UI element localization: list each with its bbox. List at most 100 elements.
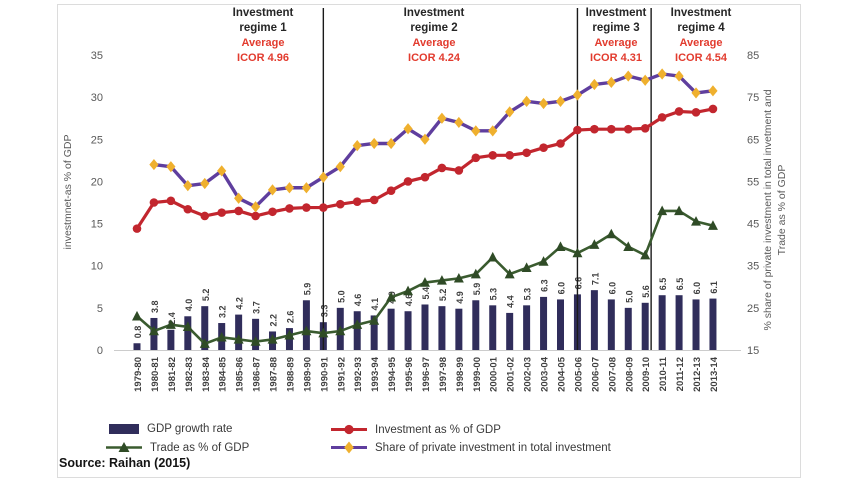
bar-value-label: 5.6 — [641, 285, 651, 298]
investment-gdp-point — [200, 211, 210, 221]
x-axis-label: 2011-12 — [675, 357, 686, 391]
regime-title: regime 2 — [410, 22, 458, 34]
investment-gdp-point — [454, 166, 464, 175]
investment-gdp-point — [674, 107, 684, 116]
trade-gdp-point — [674, 205, 685, 216]
regime-4-header: Investment regime 4 Average ICOR 4.54 — [671, 6, 732, 65]
trade-gdp-point — [707, 220, 718, 230]
left-axis-tick: 5 — [97, 303, 103, 315]
trade-gdp-point — [538, 256, 549, 266]
bar-value-label: 0.8 — [133, 326, 143, 339]
bar-value-label: 6.5 — [675, 278, 685, 291]
x-axis-label: 1987-88 — [269, 357, 280, 392]
investment-gdp-point — [607, 124, 616, 134]
x-axis-label: 2005-06 — [573, 357, 584, 392]
left-axis-tick: 20 — [91, 176, 103, 188]
trade-gdp-point — [182, 321, 193, 332]
line-diamond-swatch-icon — [331, 441, 367, 454]
investment-gdp-point — [251, 211, 260, 221]
bar-value-label: 4.2 — [235, 297, 245, 310]
investment-gdp-point — [369, 195, 379, 205]
trade-gdp-point — [657, 205, 668, 216]
private-share-point — [284, 182, 295, 194]
regime-average-label: Average — [679, 37, 723, 49]
bar-value-label: 4.4 — [506, 295, 516, 308]
right-axis-tick: 15 — [747, 345, 759, 357]
regime-3-header: Investment regime 3 Average ICOR 4.31 — [586, 6, 647, 65]
investment-gdp-point — [573, 125, 582, 135]
bar-value-label: 2.4 — [167, 312, 177, 325]
x-axis-label: 1997-98 — [438, 357, 449, 392]
bar-value-label: 3.8 — [150, 300, 160, 313]
gdp-growth-bar — [302, 300, 310, 350]
bar-value-label: 6.5 — [658, 278, 668, 291]
left-axis-tick: 30 — [91, 92, 103, 104]
private-share-point — [657, 68, 667, 80]
x-axis-label: 1986-87 — [252, 357, 263, 392]
bar-value-label: 5.2 — [201, 289, 211, 302]
investment-gdp-point — [539, 143, 548, 153]
bar-value-label: 6.0 — [607, 282, 617, 295]
trade-gdp-point — [250, 336, 261, 346]
gdp-growth-bar — [675, 295, 683, 350]
bar-value-label: 6.0 — [692, 282, 702, 295]
right-axis-tick: 45 — [747, 219, 759, 231]
left-axis-tick: 25 — [91, 134, 103, 146]
bar-value-label: 6.0 — [557, 282, 567, 295]
private-share-point — [267, 184, 278, 196]
source-citation: Source: Raihan (2015) — [59, 456, 191, 470]
trade-gdp-point — [555, 241, 566, 251]
line-triangle-swatch-icon — [106, 442, 142, 452]
right-axis-tick: 75 — [747, 92, 759, 104]
right-axis-tick: 25 — [747, 303, 759, 315]
bar-value-label: 5.0 — [336, 290, 346, 303]
trade-gdp-point — [267, 334, 278, 344]
x-axis-label: 1992-93 — [353, 357, 364, 392]
x-axis-label: 1983-84 — [201, 356, 212, 392]
right-axis-tick: 65 — [747, 134, 759, 146]
trade-gdp-point — [233, 334, 244, 344]
private-share-point — [403, 123, 413, 135]
legend-label: Investment as % of GDP — [375, 423, 501, 436]
trade-gdp-point — [352, 319, 363, 329]
regime-title: regime 3 — [592, 22, 640, 34]
x-axis-label: 2009-10 — [641, 357, 652, 392]
gdp-growth-bar — [658, 295, 666, 350]
private-share-point — [471, 125, 481, 137]
gdp-growth-bar — [184, 316, 192, 350]
trade-gdp-point — [453, 272, 464, 283]
regime-average-label: Average — [241, 37, 285, 49]
private-share-point — [505, 106, 515, 118]
trade-gdp-point — [403, 285, 414, 296]
trade-gdp-point — [470, 268, 481, 279]
trade-gdp-point — [606, 228, 617, 239]
right-axis-title-line1: % share of private investment in total i… — [762, 89, 774, 330]
investment-gdp-point — [471, 153, 481, 163]
private-share-point — [538, 97, 549, 110]
line-circle-swatch-icon — [331, 424, 367, 435]
private-share-point — [149, 158, 159, 171]
trade-gdp-point — [572, 247, 583, 258]
regime-title: Investment — [670, 7, 732, 19]
bar-value-label: 5.3 — [489, 288, 499, 301]
bar-value-label: 5.9 — [472, 283, 482, 296]
x-axis-label: 2004-05 — [557, 356, 568, 392]
x-axis-label: 2006-07 — [590, 357, 601, 392]
x-axis-label: 2003-04 — [540, 356, 551, 392]
legend-label: Share of private investment in total inv… — [375, 441, 611, 454]
trade-gdp-point — [691, 216, 702, 226]
bar-value-label: 3.2 — [218, 306, 228, 319]
trade-gdp-point — [504, 268, 515, 279]
investment-gdp-point — [302, 203, 311, 212]
bar-value-label: 4.9 — [455, 291, 465, 304]
regime-title: regime 4 — [677, 22, 725, 34]
bar-value-label: 3.3 — [319, 305, 329, 318]
regime-2-header: Investment regime 2 Average ICOR 4.24 — [404, 6, 465, 65]
investment-gdp-point — [623, 124, 633, 134]
x-axis-label: 1985-86 — [235, 357, 246, 392]
private-share-point — [318, 171, 328, 183]
regime-1-header: Investment regime 1 Average ICOR 4.96 — [233, 6, 294, 65]
gdp-growth-bar — [421, 304, 429, 350]
trade-gdp-point — [301, 325, 312, 336]
gdp-growth-bar — [252, 318, 260, 350]
